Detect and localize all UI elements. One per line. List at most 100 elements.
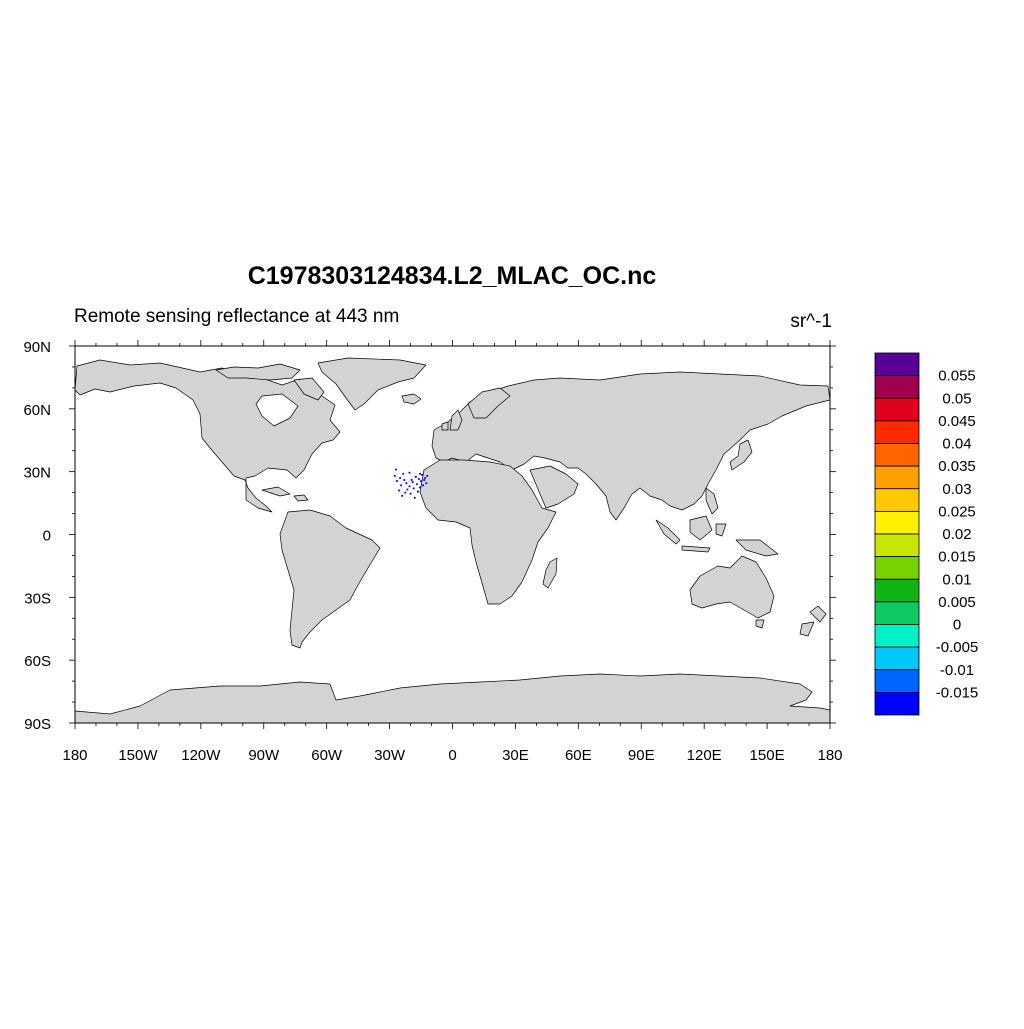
colorbar-box <box>874 533 920 558</box>
colorbar-label: 0.015 <box>938 549 976 566</box>
colorbar-box <box>874 669 920 693</box>
latitude-labels: 90N 60N 30N 0 30S 60S 90S <box>23 339 51 733</box>
colorbar-label: 0.055 <box>938 368 976 385</box>
java <box>681 545 711 553</box>
lon-tick-label: 0 <box>448 747 456 764</box>
data-point <box>398 489 400 492</box>
data-points <box>393 468 429 499</box>
data-point <box>419 472 421 475</box>
lon-tick-label: 30W <box>374 747 406 764</box>
data-point <box>413 496 416 499</box>
data-point <box>403 479 406 481</box>
data-point <box>414 476 417 478</box>
new-zealand <box>799 605 827 637</box>
colorbar-label: 0.01 <box>942 571 971 588</box>
colorbar-label: 0.02 <box>942 526 971 543</box>
greenland <box>317 357 427 411</box>
colorbar-box <box>874 646 920 671</box>
colorbar-label: 0.045 <box>938 413 976 430</box>
lon-tick-label: 150E <box>750 747 785 764</box>
colorbar-label: -0.015 <box>936 684 979 701</box>
iceland <box>401 393 422 405</box>
colorbar-box <box>874 488 920 512</box>
data-point <box>425 482 428 485</box>
lat-tick-label: 0 <box>43 528 51 545</box>
lat-tick-label: 60N <box>23 402 51 419</box>
lon-tick-label: 60W <box>311 747 343 764</box>
data-point <box>406 488 409 491</box>
data-point <box>412 487 415 490</box>
lat-tick-label: 60S <box>24 653 51 670</box>
data-point <box>405 482 408 485</box>
colorbar-label: 0.03 <box>942 481 971 498</box>
lat-tick-label: 30N <box>23 465 51 482</box>
south-america <box>279 509 381 649</box>
data-point <box>395 468 397 471</box>
eurasia <box>431 371 830 521</box>
great-britain <box>449 409 463 431</box>
japan <box>729 439 753 471</box>
sulawesi <box>715 523 727 537</box>
colorbar: 0.055 0.05 0.045 0.04 0.035 0.03 0.025 0.02 0.01… <box>874 352 979 716</box>
colorbar-label: 0.025 <box>938 503 976 520</box>
arctic-islands <box>215 363 301 381</box>
colorbar-box <box>874 556 920 580</box>
caribbean-islands <box>261 486 291 497</box>
colorbar-box <box>874 375 920 399</box>
colorbar-box <box>874 601 920 625</box>
data-point <box>426 475 429 477</box>
data-point <box>421 473 423 476</box>
data-point <box>424 477 427 479</box>
lon-tick-label: 90E <box>628 747 655 764</box>
baffin-island <box>293 377 325 401</box>
data-point <box>411 481 414 483</box>
australia <box>689 555 775 619</box>
data-point <box>408 485 411 488</box>
lon-tick-label: 180 <box>817 747 842 764</box>
lon-tick-label: 60E <box>565 747 592 764</box>
data-point <box>408 471 411 474</box>
data-point <box>415 483 418 486</box>
new-guinea <box>735 539 779 557</box>
lon-tick-label: 120E <box>687 747 722 764</box>
data-point <box>418 478 420 480</box>
units-label: sr^-1 <box>790 311 832 332</box>
lon-tick-label: 150W <box>118 747 158 764</box>
data-point <box>396 480 398 482</box>
data-point <box>399 477 401 479</box>
colorbar-label: 0.04 <box>942 436 971 453</box>
colorbar-box <box>874 578 920 603</box>
colorbar-box <box>874 443 920 467</box>
map-title: C1978303124834.L2_MLAC_OC.nc <box>248 262 657 290</box>
map-subtitle: Remote sensing reflectance at 443 nm <box>74 306 399 327</box>
africa <box>419 459 557 605</box>
axis-ticks <box>69 340 836 729</box>
colorbar-label: 0.05 <box>942 390 971 407</box>
lat-tick-label: 90N <box>23 339 51 356</box>
lat-tick-label: 90S <box>24 716 51 733</box>
longitude-labels: 180 150W 120W 90W 60W 30W 0 30E 60E 90E 120E 150E 18… <box>62 747 842 764</box>
colorbar-box <box>874 352 920 377</box>
colorbar-label: 0.005 <box>938 594 976 611</box>
colorbar-label: -0.005 <box>936 639 979 656</box>
antarctica <box>75 673 830 723</box>
colorbar-label: -0.01 <box>940 662 974 679</box>
data-point <box>420 480 422 482</box>
data-point <box>400 484 402 487</box>
lat-tick-label: 30S <box>24 590 51 607</box>
data-point <box>393 475 396 477</box>
data-point <box>410 479 413 481</box>
colorbar-box <box>874 510 920 535</box>
arabian-peninsula <box>529 465 579 509</box>
madagascar <box>542 557 558 589</box>
borneo <box>689 515 713 541</box>
colorbar-box <box>874 691 920 716</box>
scandinavia <box>467 387 511 419</box>
philippines <box>705 487 719 515</box>
colorbar-label: 0.035 <box>938 458 976 475</box>
colorbar-box <box>874 624 920 648</box>
hudson-bay <box>255 393 299 427</box>
ireland <box>441 421 449 431</box>
data-point <box>404 491 407 494</box>
